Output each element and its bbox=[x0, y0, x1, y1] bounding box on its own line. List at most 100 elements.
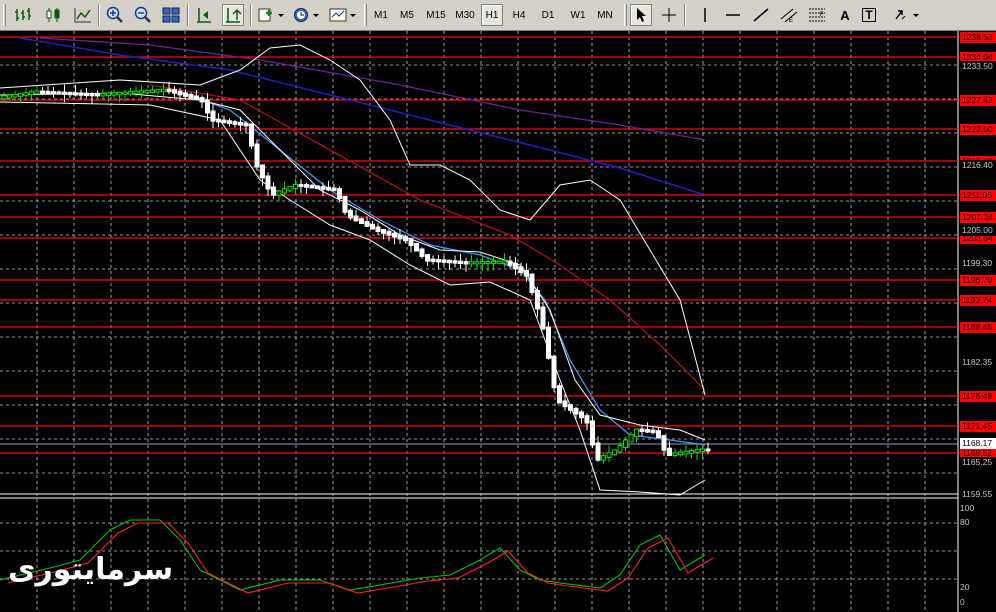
candle-body bbox=[672, 452, 678, 457]
candle-body bbox=[216, 118, 221, 123]
toolbar-grip-3[interactable] bbox=[624, 4, 627, 26]
candle-body bbox=[634, 428, 639, 437]
ma-purple-line bbox=[39, 37, 706, 141]
timeframe-m1[interactable]: M1 bbox=[374, 9, 388, 21]
candle-body bbox=[227, 120, 232, 125]
candle-body bbox=[254, 143, 260, 168]
periods-clock-icon[interactable] bbox=[292, 4, 322, 26]
timeframe-m30[interactable]: M30 bbox=[455, 9, 475, 21]
candle-body bbox=[304, 184, 309, 188]
candle-body bbox=[287, 186, 293, 192]
tile-windows-icon[interactable] bbox=[160, 4, 182, 26]
toolbar-grip-2[interactable] bbox=[364, 4, 367, 26]
indicators-dropdown-icon[interactable] bbox=[256, 4, 286, 26]
level-price-label: 1192.74 bbox=[960, 295, 996, 306]
svg-text:F: F bbox=[820, 12, 824, 18]
candle-body bbox=[568, 404, 573, 411]
candlestick-icon[interactable] bbox=[42, 4, 64, 26]
candle-body bbox=[392, 232, 397, 238]
level-price-label: 1234.94 bbox=[960, 52, 996, 63]
candle-body bbox=[447, 259, 452, 264]
oscillator-level-label: 100 bbox=[960, 503, 975, 513]
candle-body bbox=[590, 420, 595, 446]
candle-body bbox=[139, 90, 144, 94]
chart-canvas[interactable] bbox=[0, 31, 996, 612]
candle-body bbox=[265, 175, 271, 190]
candle-body bbox=[144, 89, 150, 94]
bar-chart-icon[interactable] bbox=[12, 4, 34, 26]
level-price-label: 1176.48 bbox=[960, 391, 996, 402]
auto-scroll-icon[interactable] bbox=[222, 4, 244, 26]
text-label-tool-icon[interactable]: T bbox=[862, 8, 876, 22]
arrows-dropdown-icon[interactable] bbox=[892, 4, 922, 26]
crosshair-icon[interactable] bbox=[658, 4, 680, 26]
ma-blue-line bbox=[19, 37, 706, 196]
chart-shift-icon[interactable] bbox=[193, 4, 215, 26]
candle-body bbox=[628, 434, 634, 443]
candle-body bbox=[128, 91, 133, 95]
templates-icon[interactable] bbox=[328, 4, 358, 26]
candle-body bbox=[342, 196, 348, 213]
candle-body bbox=[441, 259, 447, 263]
level-price-label: 1222.50 bbox=[960, 124, 996, 135]
toolbar-grip[interactable] bbox=[3, 4, 6, 26]
timeframe-m5[interactable]: M5 bbox=[400, 9, 414, 21]
timeframe-d1[interactable]: D1 bbox=[541, 9, 555, 21]
equidistant-channel-icon[interactable]: E bbox=[778, 4, 800, 26]
vertical-line-icon[interactable] bbox=[694, 4, 716, 26]
candle-body bbox=[518, 266, 524, 273]
candle-body bbox=[29, 91, 34, 96]
price-tick-label: 1165.25 bbox=[960, 457, 996, 468]
line-chart-icon[interactable] bbox=[72, 4, 94, 26]
candle-body bbox=[161, 88, 166, 93]
text-tool-icon[interactable]: A bbox=[840, 7, 850, 23]
candle-body bbox=[1, 95, 7, 100]
candle-body bbox=[381, 229, 386, 234]
price-tick-label: 1216.40 bbox=[960, 160, 996, 171]
price-tick-label: 1233.50 bbox=[960, 61, 996, 72]
candle-body bbox=[249, 123, 254, 147]
candle-body bbox=[194, 95, 199, 101]
candle-body bbox=[667, 447, 672, 457]
candle-body bbox=[238, 121, 243, 126]
candle-body bbox=[419, 248, 425, 257]
candle-body bbox=[172, 89, 177, 94]
candle-body bbox=[326, 186, 331, 191]
candle-body bbox=[276, 190, 282, 196]
timeframe-mn[interactable]: MN bbox=[597, 9, 613, 21]
candle-body bbox=[100, 93, 106, 97]
candle-body bbox=[414, 243, 419, 252]
oscillator-level-label: 20 bbox=[960, 582, 970, 592]
timeframe-h1[interactable]: H1 bbox=[481, 4, 503, 26]
timeframe-m15[interactable]: M15 bbox=[426, 9, 446, 21]
candle-body bbox=[375, 226, 381, 232]
candle-body bbox=[18, 92, 23, 97]
fibonacci-icon[interactable]: F bbox=[806, 4, 828, 26]
candle-body bbox=[309, 184, 315, 189]
candle-body bbox=[678, 451, 683, 456]
candle-body bbox=[474, 261, 480, 265]
timeframe-h4[interactable]: H4 bbox=[512, 9, 526, 21]
candle-body bbox=[56, 91, 62, 95]
timeframe-w1[interactable]: W1 bbox=[570, 9, 586, 21]
candle-body bbox=[188, 93, 194, 99]
zoom-in-icon[interactable] bbox=[104, 4, 126, 26]
candle-body bbox=[150, 89, 155, 93]
candle-body bbox=[645, 429, 650, 433]
zoom-out-icon[interactable] bbox=[132, 4, 154, 26]
candle-body bbox=[485, 260, 491, 265]
watermark-logo: سرمایتوری bbox=[8, 552, 174, 587]
candle-body bbox=[683, 450, 689, 455]
cursor-icon[interactable] bbox=[630, 4, 652, 26]
candle-body bbox=[210, 110, 216, 122]
bollinger-upper-line bbox=[0, 44, 706, 396]
candle-body bbox=[513, 262, 518, 270]
trendline-icon[interactable] bbox=[750, 4, 772, 26]
bollinger-lower-line bbox=[0, 101, 706, 496]
candle-body bbox=[612, 449, 617, 456]
candle-body bbox=[408, 238, 414, 247]
candle-body bbox=[606, 452, 612, 458]
candle-body bbox=[260, 164, 265, 179]
ma-red-line bbox=[149, 84, 706, 391]
horizontal-line-icon[interactable] bbox=[722, 4, 744, 26]
